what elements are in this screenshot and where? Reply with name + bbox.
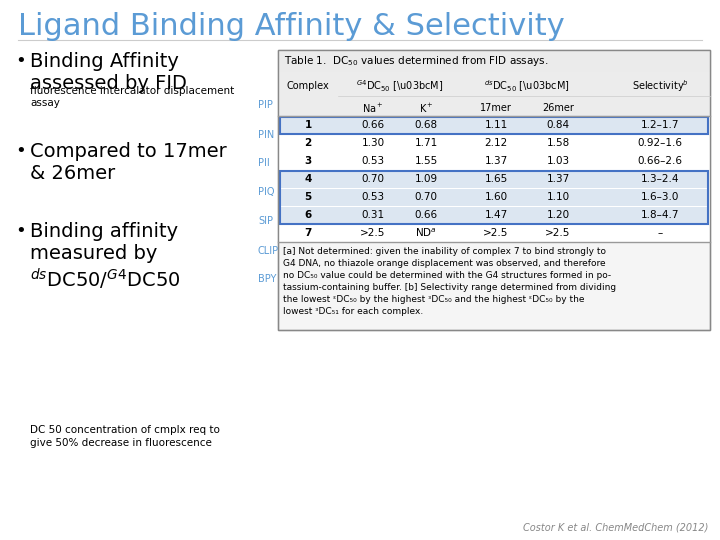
Text: PIN: PIN	[258, 130, 274, 139]
Bar	[278, 50, 710, 72]
Text: 26mer: 26mer	[542, 103, 574, 113]
Text: 3: 3	[305, 156, 312, 166]
Text: PIP: PIP	[258, 100, 273, 111]
Text: 0.66: 0.66	[361, 120, 384, 130]
Text: 7: 7	[305, 228, 312, 238]
Text: Table 1.  DC$_{50}$ values determined from FID assays.: Table 1. DC$_{50}$ values determined fro…	[284, 54, 549, 68]
Text: >2.5: >2.5	[483, 228, 509, 238]
Text: 1.2–1.7: 1.2–1.7	[641, 120, 679, 130]
Bar	[279, 188, 709, 206]
Text: 0.53: 0.53	[361, 156, 384, 166]
Text: CLIP: CLIP	[258, 246, 279, 255]
Text: 1.03: 1.03	[546, 156, 570, 166]
Text: 0.70: 0.70	[361, 174, 384, 184]
Text: •: •	[15, 142, 26, 160]
Bar	[278, 116, 710, 242]
Bar	[278, 72, 710, 116]
Bar	[280, 117, 708, 133]
Text: 0.84: 0.84	[546, 120, 570, 130]
Text: 1.3–2.4: 1.3–2.4	[641, 174, 679, 184]
Text: 1.30: 1.30	[361, 138, 384, 148]
Text: •: •	[15, 222, 26, 240]
Text: 1.58: 1.58	[546, 138, 570, 148]
Text: 1.71: 1.71	[415, 138, 438, 148]
Text: 1.55: 1.55	[415, 156, 438, 166]
Bar	[279, 206, 709, 224]
Text: 1.60: 1.60	[485, 192, 508, 202]
Text: Na$^+$: Na$^+$	[362, 102, 384, 114]
Text: SIP: SIP	[258, 217, 273, 226]
Text: >2.5: >2.5	[545, 228, 571, 238]
Text: Binding affinity
measured by
$^{ds}$DC50/$^{G4}$DC50: Binding affinity measured by $^{ds}$DC50…	[30, 222, 181, 292]
Bar	[278, 50, 710, 330]
Text: 1.37: 1.37	[485, 156, 508, 166]
Text: PIQ: PIQ	[258, 187, 274, 198]
Text: PII: PII	[258, 159, 270, 168]
Text: 0.66: 0.66	[415, 210, 438, 220]
Text: 0.66–2.6: 0.66–2.6	[637, 156, 683, 166]
Text: $^{G4}$DC$_{50}$ [\u03bcM]: $^{G4}$DC$_{50}$ [\u03bcM]	[356, 78, 443, 94]
Text: 1.8–4.7: 1.8–4.7	[641, 210, 679, 220]
Text: [a] Not determined: given the inability of complex 7 to bind strongly to: [a] Not determined: given the inability …	[283, 247, 606, 256]
Text: 17mer: 17mer	[480, 103, 512, 113]
Text: •: •	[15, 52, 26, 70]
Bar	[279, 117, 709, 133]
Text: Complex: Complex	[287, 81, 329, 91]
Text: K$^+$: K$^+$	[418, 102, 433, 114]
Text: Costor K et al. ChemMedChem (2012): Costor K et al. ChemMedChem (2012)	[523, 522, 708, 532]
Text: 1.65: 1.65	[485, 174, 508, 184]
Bar	[278, 50, 710, 330]
Text: >2.5: >2.5	[360, 228, 386, 238]
Text: the lowest ᵋDC₅₀ by the highest ᵌDC₅₀ and the highest ᵋDC₅₀ by the: the lowest ᵋDC₅₀ by the highest ᵌDC₅₀ an…	[283, 295, 585, 304]
Text: 1.09: 1.09	[415, 174, 438, 184]
Text: 2.12: 2.12	[485, 138, 508, 148]
Text: 2: 2	[305, 138, 312, 148]
Text: 6: 6	[305, 210, 312, 220]
Text: DC 50 concentration of cmplx req to
give 50% decrease in fluorescence: DC 50 concentration of cmplx req to give…	[30, 425, 220, 448]
Text: 0.31: 0.31	[361, 210, 384, 220]
Text: 5: 5	[305, 192, 312, 202]
Text: Selectivity$^{b}$: Selectivity$^{b}$	[631, 78, 688, 94]
Text: 4: 4	[305, 174, 312, 184]
Text: $^{ds}$DC$_{50}$ [\u03bcM]: $^{ds}$DC$_{50}$ [\u03bcM]	[485, 78, 570, 94]
Text: ND$^{a}$: ND$^{a}$	[415, 227, 437, 239]
Text: 1: 1	[305, 120, 312, 130]
Text: tassium-containing buffer. [b] Selectivity range determined from dividing: tassium-containing buffer. [b] Selectivi…	[283, 283, 616, 292]
Text: 1.47: 1.47	[485, 210, 508, 220]
Text: Binding Affinity
assessed by FID: Binding Affinity assessed by FID	[30, 52, 187, 93]
Text: 1.11: 1.11	[485, 120, 508, 130]
Text: 1.10: 1.10	[546, 192, 570, 202]
Text: 0.92–1.6: 0.92–1.6	[637, 138, 683, 148]
Text: lowest ᵌDC₅₁ for each complex.: lowest ᵌDC₅₁ for each complex.	[283, 307, 423, 316]
Text: fluorescence intercalator displacement
assay: fluorescence intercalator displacement a…	[30, 86, 234, 109]
Text: BPY: BPY	[258, 274, 276, 285]
Text: 0.53: 0.53	[361, 192, 384, 202]
Text: no DC₅₀ value could be determined with the G4 structures formed in po-: no DC₅₀ value could be determined with t…	[283, 271, 611, 280]
Text: 1.37: 1.37	[546, 174, 570, 184]
Text: 0.70: 0.70	[415, 192, 438, 202]
Text: 0.68: 0.68	[415, 120, 438, 130]
Text: –: –	[657, 228, 662, 238]
Text: 1.6–3.0: 1.6–3.0	[641, 192, 679, 202]
Text: G4 DNA, no thiazole orange displacement was observed, and therefore: G4 DNA, no thiazole orange displacement …	[283, 259, 606, 268]
Bar	[279, 171, 709, 187]
Text: Compared to 17mer
& 26mer: Compared to 17mer & 26mer	[30, 142, 227, 183]
Text: Ligand Binding Affinity & Selectivity: Ligand Binding Affinity & Selectivity	[18, 12, 564, 41]
Text: 1.20: 1.20	[546, 210, 570, 220]
Bar	[280, 171, 708, 224]
